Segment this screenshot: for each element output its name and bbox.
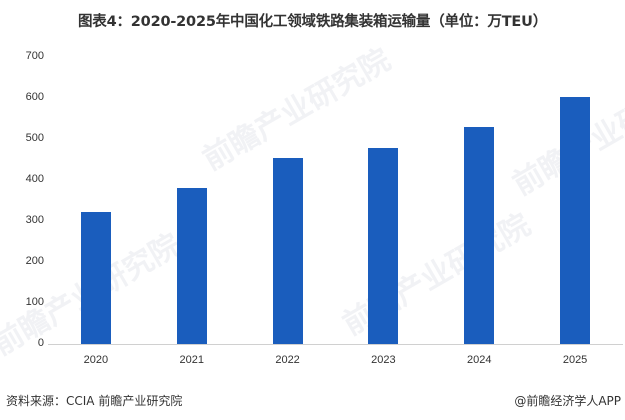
y-tick-label: 300 [25,214,44,226]
y-tick-label: 500 [25,132,44,144]
bar-2024 [464,127,495,344]
x-tick-label: 2023 [371,354,396,366]
x-tick-label: 2025 [562,354,588,366]
x-axis-line [48,344,623,345]
x-tick-label: 2020 [83,354,109,366]
y-tick-label: 200 [25,255,44,267]
bar-2020 [80,211,111,344]
bar-2025 [560,97,591,344]
x-tick-label: 2024 [467,354,492,366]
y-tick-label: 700 [25,50,44,62]
credit-note: @前瞻经济学人APP [514,394,621,408]
bar-2022 [272,157,303,344]
chart-title: 图表4：2020-2025年中国化工领域铁路集装箱运输量（单位：万TEU） [78,14,547,30]
y-tick-label: 600 [25,91,44,103]
y-tick-label: 100 [25,296,44,308]
y-tick-label: 400 [25,173,44,185]
source-note: 资料来源：CCIA 前瞻产业研究院 [6,394,183,408]
y-tick-label: 0 [37,337,44,349]
watermark: 前瞻产业研究院 [337,207,537,343]
bar-2023 [368,148,399,344]
x-tick-label: 2021 [179,354,204,366]
x-tick-label: 2022 [275,354,300,366]
bar-2021 [176,188,207,344]
